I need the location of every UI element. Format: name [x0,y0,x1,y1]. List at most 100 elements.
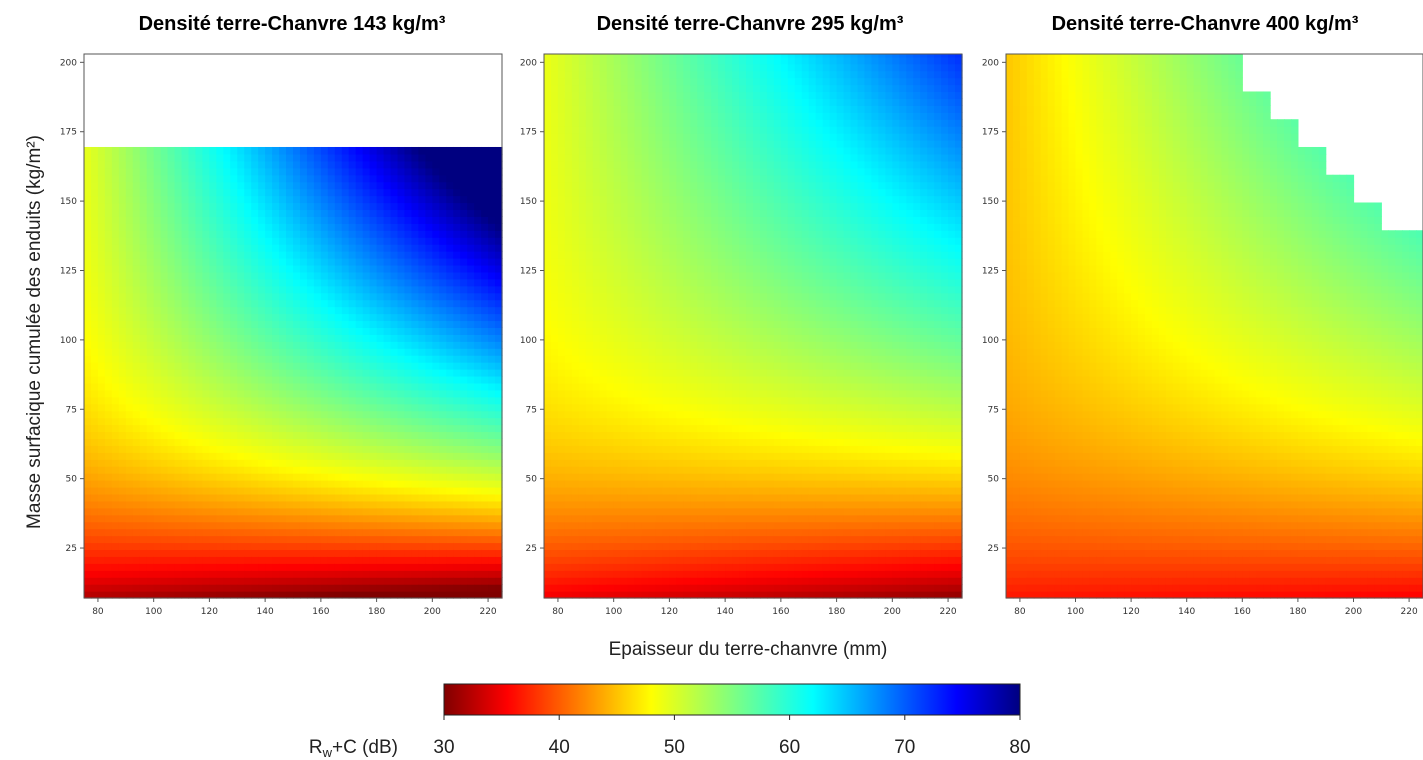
heatmap-cell [578,403,587,412]
heatmap-cell [634,563,643,571]
heatmap-cell [230,396,238,405]
heatmap-cell [327,146,336,155]
heatmap-cell [446,327,454,335]
heatmap-cell [592,334,601,342]
heatmap-cell [627,306,636,315]
heatmap-cell [348,459,357,467]
heatmap-cell [160,202,169,211]
heatmap-cell [313,542,322,551]
heatmap-cell [286,403,294,412]
heatmap-cell [279,584,287,592]
heatmap-cell [293,570,301,578]
heatmap-cell [230,202,238,211]
heatmap-cell [84,362,92,370]
heatmap-cell [411,410,419,419]
heatmap-cell [251,493,259,502]
heatmap-cell [620,237,629,245]
heatmap-cell [265,195,273,204]
heatmap-cell [230,493,238,502]
heatmap-cell [376,500,385,509]
y-tick-label: 100 [60,336,77,346]
heatmap-cell [209,563,217,571]
heatmap-cell [564,209,573,217]
heatmap-cell [460,313,468,322]
heatmap-cell [613,195,622,204]
heatmap-cell [571,63,580,72]
y-tick-label: 125 [60,266,77,276]
heatmap-cell [397,514,406,523]
heatmap-cell [585,493,594,502]
heatmap-cell [439,216,447,224]
heatmap-cell [313,181,322,190]
heatmap-cell [334,375,343,384]
heatmap-cell [390,500,399,509]
heatmap-cell [244,507,252,516]
heatmap-cell [230,403,238,412]
heatmap-cell [418,174,426,183]
heatmap-cell [272,369,280,377]
heatmap-cell [223,230,231,238]
heatmap-cell [153,459,162,467]
heatmap-cell [132,410,141,419]
heatmap-cell [237,223,245,231]
heatmap-cell [411,355,419,363]
heatmap-cell [167,473,176,481]
heatmap-cell [557,452,566,460]
heatmap-cell [474,507,482,516]
heatmap-cell [606,98,615,106]
heatmap-cell [550,369,559,377]
heatmap-cell [202,174,210,183]
heatmap-cell [118,493,127,502]
heatmap-cell [230,174,238,183]
heatmap-cell [299,389,308,398]
heatmap-cell [341,591,350,599]
heatmap-cell [286,334,294,342]
heatmap-cell [293,195,301,204]
heatmap-cell [118,389,127,398]
heatmap-cell [348,493,357,502]
heatmap-cell [425,438,433,446]
heatmap-cell [341,334,350,342]
heatmap-cell [606,244,615,252]
heatmap-cell [313,570,322,578]
heatmap-cell [362,563,371,571]
heatmap-cell [237,375,245,384]
heatmap-cell [397,480,406,488]
heatmap-cell [341,181,350,190]
heatmap-cell [564,188,573,197]
heatmap-cell [341,202,350,211]
heatmap-cell [355,299,364,308]
heatmap-cell [84,563,92,571]
heatmap-cell [592,396,601,405]
heatmap-cell [488,577,496,585]
heatmap-cell [272,230,280,238]
heatmap-cell [209,417,217,426]
heatmap-cell [550,230,559,238]
heatmap-cell [613,237,622,245]
heatmap-cell [362,313,371,322]
heatmap-cell [251,500,259,509]
heatmap-cell [550,320,559,328]
heatmap-cell [620,292,629,301]
heatmap-cell [425,493,433,502]
heatmap-cell [320,237,329,245]
heatmap-cell [153,500,162,509]
heatmap-cell [355,528,364,537]
heatmap-cell [613,521,622,530]
heatmap-cell [634,507,643,516]
heatmap-cell [599,181,608,190]
heatmap-cell [592,188,601,197]
heatmap-cell [132,195,141,204]
heatmap-cell [390,292,399,301]
heatmap-cell [411,237,419,245]
heatmap-cell [376,174,385,183]
heatmap-cell [488,230,496,238]
heatmap-cell [578,542,587,551]
heatmap-cell [418,299,426,308]
heatmap-cell [265,313,273,322]
heatmap-cell [299,410,308,419]
heatmap-cell [258,389,266,398]
heatmap-cell [369,445,378,453]
heatmap-cell [272,542,280,551]
heatmap-cell [125,355,134,363]
